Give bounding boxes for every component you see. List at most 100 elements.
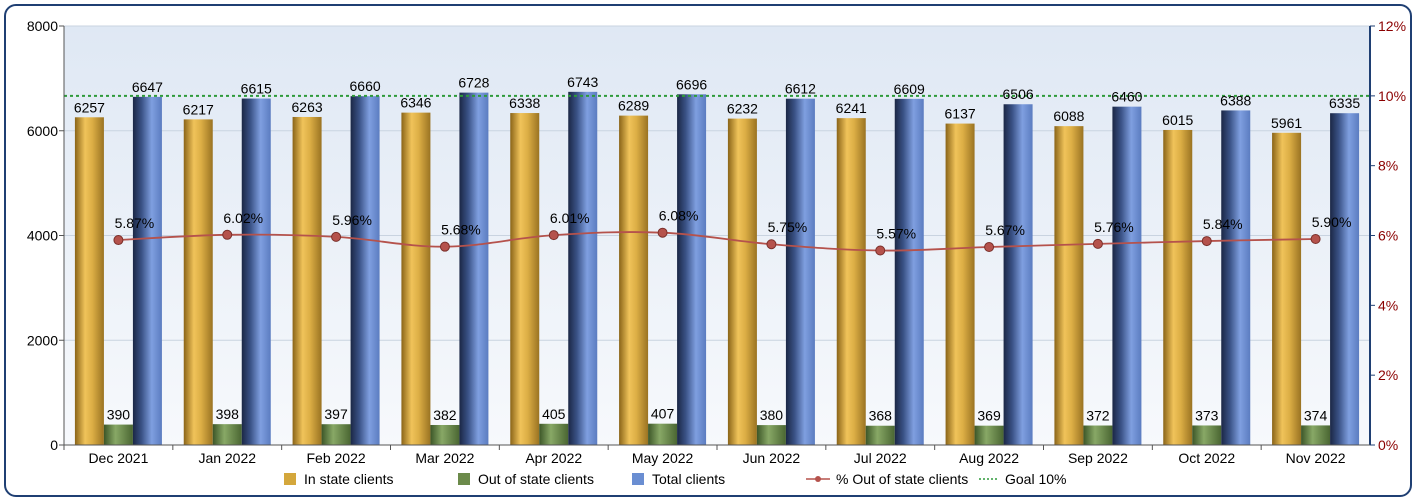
bar-value-label: 6338 xyxy=(509,95,540,111)
bar-value-label: 6609 xyxy=(894,81,925,97)
data-labels: 6257 390 6647 6217 398 6615 6263 397 6660 6346 382… xyxy=(74,74,1361,424)
legend-label-out-of-state-clients: Out of state clients xyxy=(478,471,594,487)
bar-total-clients xyxy=(459,92,489,445)
bar-value-label: 372 xyxy=(1086,408,1110,424)
bar-value-label: 6743 xyxy=(567,74,598,90)
bar-value-label: 6217 xyxy=(183,101,214,117)
percent-value-label: 6.01% xyxy=(550,210,590,226)
bar-value-label: 6696 xyxy=(676,76,707,92)
legend: In state clients Out of state clients Tota… xyxy=(284,471,1066,487)
bar-in-state-clients xyxy=(74,117,104,446)
right-tick-label: 2% xyxy=(1378,367,1398,383)
percent-line-series xyxy=(113,227,1321,256)
x-tick-label: Feb 2022 xyxy=(306,450,365,466)
bar-value-label: 390 xyxy=(107,407,131,423)
bar-total-clients xyxy=(894,98,924,445)
bar-value-label: 6257 xyxy=(74,99,105,115)
bar-value-label: 368 xyxy=(869,408,893,424)
legend-label-total-clients: Total clients xyxy=(652,471,725,487)
right-tick-label: 4% xyxy=(1378,297,1398,313)
bar-value-label: 6346 xyxy=(400,95,431,111)
bar-value-label: 373 xyxy=(1195,407,1219,423)
percent-value-label: 6.08% xyxy=(659,208,699,224)
bar-in-state-clients xyxy=(292,116,322,445)
bar-value-label: 374 xyxy=(1304,407,1328,423)
percent-value-label: 6.02% xyxy=(223,210,263,226)
bar-in-state-clients xyxy=(945,123,975,446)
bar-value-label: 6612 xyxy=(785,81,816,97)
bar-out-of-state-clients xyxy=(648,423,678,445)
legend-swatch-total-clients xyxy=(632,473,644,485)
bar-value-label: 6289 xyxy=(618,98,649,114)
percent-point xyxy=(984,242,995,253)
percent-value-label: 5.84% xyxy=(1203,216,1243,232)
x-tick-label: Aug 2022 xyxy=(959,450,1019,466)
percent-value-label: 5.87% xyxy=(115,215,155,231)
percent-point xyxy=(113,235,124,246)
bar-value-label: 6241 xyxy=(836,100,867,116)
bar-out-of-state-clients xyxy=(756,425,786,445)
percent-point xyxy=(875,245,886,256)
percent-value-label: 5.76% xyxy=(1094,219,1134,235)
bar-total-clients xyxy=(1003,104,1033,445)
bar-in-state-clients xyxy=(619,115,649,446)
percent-point xyxy=(657,227,668,238)
x-tick-label: Dec 2021 xyxy=(88,450,148,466)
bar-value-label: 6088 xyxy=(1053,108,1084,124)
chart-frame: 6257 390 6647 6217 398 6615 6263 397 6660 6346 382… xyxy=(4,4,1412,497)
percent-point xyxy=(548,230,559,241)
x-tick-label: May 2022 xyxy=(632,450,694,466)
bar-value-label: 398 xyxy=(216,406,240,422)
percent-point xyxy=(1201,236,1212,247)
chart-svg: 6257 390 6647 6217 398 6615 6263 397 6660 6346 382… xyxy=(27,18,1406,487)
left-tick-label: 0 xyxy=(50,437,58,453)
bar-series xyxy=(74,91,1360,446)
bar-value-label: 380 xyxy=(760,407,784,423)
bar-out-of-state-clients xyxy=(539,423,569,445)
bar-in-state-clients xyxy=(1054,126,1084,446)
bar-in-state-clients xyxy=(1163,129,1193,445)
bar-out-of-state-clients xyxy=(430,424,460,445)
left-tick-label: 2000 xyxy=(27,332,58,348)
legend-swatch-out-of-state-clients xyxy=(458,473,470,485)
bar-value-label: 6335 xyxy=(1329,95,1360,111)
bar-total-clients xyxy=(241,98,271,446)
x-tick-label: Oct 2022 xyxy=(1178,450,1235,466)
bar-out-of-state-clients xyxy=(103,424,133,445)
bar-in-state-clients xyxy=(510,113,540,446)
bar-value-label: 6660 xyxy=(350,78,381,94)
percent-value-label: 5.57% xyxy=(876,226,916,242)
percent-line xyxy=(118,231,1316,252)
percent-point xyxy=(439,241,450,252)
percent-value-label: 5.96% xyxy=(332,212,372,228)
bar-value-label: 407 xyxy=(651,406,675,422)
bar-value-label: 405 xyxy=(542,406,566,422)
legend-marker xyxy=(815,476,821,482)
bar-in-state-clients xyxy=(727,118,757,445)
percent-value-label: 5.90% xyxy=(1312,214,1352,230)
bar-value-label: 6388 xyxy=(1220,92,1251,108)
right-tick-label: 12% xyxy=(1378,18,1406,34)
x-tick-label: Mar 2022 xyxy=(415,450,474,466)
legend-label-goal-10pct: Goal 10% xyxy=(1005,471,1066,487)
bar-value-label: 397 xyxy=(324,406,348,422)
bar-value-label: 6232 xyxy=(727,101,758,117)
bar-total-clients xyxy=(785,98,815,445)
right-tick-label: 8% xyxy=(1378,158,1398,174)
bar-value-label: 6615 xyxy=(241,81,272,97)
bar-value-label: 5961 xyxy=(1271,115,1302,131)
bar-total-clients xyxy=(132,96,162,445)
bar-out-of-state-clients xyxy=(1083,425,1113,445)
bar-value-label: 382 xyxy=(433,407,457,423)
bar-value-label: 6460 xyxy=(1111,89,1142,105)
bar-value-label: 6647 xyxy=(132,79,163,95)
legend-swatch-in-state-clients xyxy=(284,473,296,485)
percent-value-label: 5.75% xyxy=(768,219,808,235)
x-tick-label: Sep 2022 xyxy=(1068,450,1128,466)
left-tick-label: 8000 xyxy=(27,18,58,34)
bar-value-label: 6263 xyxy=(292,99,323,115)
legend-label-pct-out-of-state-clients: % Out of state clients xyxy=(836,471,968,487)
right-tick-label: 6% xyxy=(1378,228,1398,244)
left-tick-label: 6000 xyxy=(27,123,58,139)
bar-in-state-clients xyxy=(401,112,431,446)
